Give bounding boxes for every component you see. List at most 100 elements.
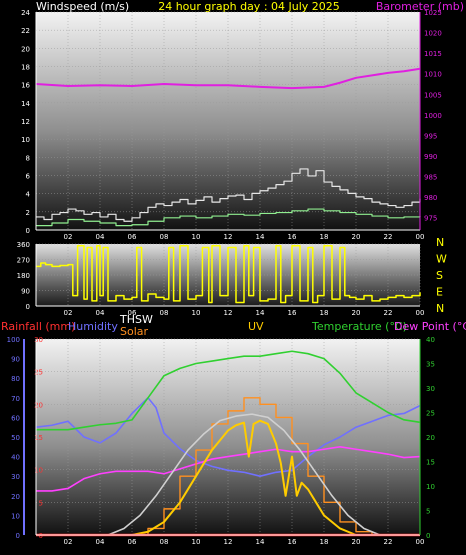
x-tick-label: 16 bbox=[288, 309, 297, 317]
x-tick-label: 08 bbox=[160, 538, 169, 546]
x-tick-label: 14 bbox=[256, 309, 265, 317]
x-tick-label: 22 bbox=[384, 538, 393, 546]
barometer-tick-label: 990 bbox=[424, 153, 437, 161]
barometer-tick-label: 1005 bbox=[424, 91, 442, 99]
y-tick-label: 8 bbox=[26, 154, 30, 162]
humidity-label: Humidity bbox=[68, 320, 118, 333]
barometer-tick-label: 995 bbox=[424, 132, 437, 140]
y-tick-label: 16 bbox=[21, 82, 30, 90]
humidity-tick-label: 80 bbox=[11, 375, 20, 383]
x-tick-label: 18 bbox=[320, 233, 329, 241]
humidity-tick-label: 20 bbox=[11, 493, 20, 501]
barometer-tick-label: 1015 bbox=[424, 50, 442, 58]
x-tick-label: 06 bbox=[128, 233, 137, 241]
y-tick-label: 5 bbox=[39, 499, 43, 507]
x-tick-label: 18 bbox=[320, 538, 329, 546]
x-tick-label: 04 bbox=[96, 538, 105, 546]
x-tick-label: 06 bbox=[128, 538, 137, 546]
x-tick-label: 08 bbox=[160, 309, 169, 317]
compass-tick-label: W bbox=[436, 253, 447, 266]
barometer-tick-label: 975 bbox=[424, 215, 437, 223]
wind-average-line bbox=[36, 208, 421, 227]
temperature-tick-label: 35 bbox=[426, 361, 435, 369]
compass-tick-label: S bbox=[436, 269, 443, 282]
solar-label: Solar bbox=[120, 325, 149, 338]
y-tick-label: 2 bbox=[26, 209, 30, 217]
barometer-tick-label: 980 bbox=[424, 194, 437, 202]
humidity-tick-label: 100 bbox=[7, 336, 20, 344]
y-tick-label: 25 bbox=[34, 369, 43, 377]
barometer-tick-label: 1000 bbox=[424, 112, 442, 120]
compass-tick-label: N bbox=[436, 236, 444, 249]
y-tick-label: 360 bbox=[17, 241, 30, 249]
temperature-tick-label: 40 bbox=[426, 336, 435, 344]
y-tick-label: 24 bbox=[21, 9, 30, 17]
windspeed-axis-label: Windspeed (m/s) bbox=[36, 0, 129, 13]
humidity-tick-label: 0 bbox=[16, 532, 20, 540]
barometer-line bbox=[35, 67, 421, 90]
x-tick-label: 04 bbox=[96, 233, 105, 241]
x-tick-label: 14 bbox=[256, 233, 265, 241]
x-tick-label: 12 bbox=[224, 309, 233, 317]
humidity-line bbox=[35, 397, 421, 477]
dewpoint-axis-label: Dew Point (°C) bbox=[394, 320, 466, 333]
y-tick-label: 180 bbox=[17, 272, 30, 280]
thsw-line bbox=[107, 413, 381, 536]
humidity-tick-label: 40 bbox=[11, 454, 20, 462]
compass-tick-label: N bbox=[436, 302, 444, 315]
y-tick-label: 0 bbox=[26, 227, 30, 235]
axis-lines bbox=[23, 12, 421, 536]
x-tick-label: 12 bbox=[224, 233, 233, 241]
x-tick-label: 18 bbox=[320, 309, 329, 317]
x-tick-label: 06 bbox=[128, 309, 137, 317]
x-tick-label: 22 bbox=[384, 309, 393, 317]
y-tick-label: 18 bbox=[21, 64, 30, 72]
temperature-tick-label: 10 bbox=[426, 483, 435, 491]
uv-line bbox=[131, 419, 357, 536]
y-tick-label: 12 bbox=[21, 118, 30, 126]
panel-2-series bbox=[36, 244, 421, 304]
panel-1-series bbox=[35, 67, 421, 227]
x-tick-label: 16 bbox=[288, 233, 297, 241]
x-tick-label: 00 bbox=[416, 309, 425, 317]
x-tick-label: 10 bbox=[192, 538, 201, 546]
humidity-tick-label: 70 bbox=[11, 395, 20, 403]
humidity-tick-label: 10 bbox=[11, 512, 20, 520]
temperature-tick-label: 5 bbox=[426, 508, 430, 516]
x-tick-label: 12 bbox=[224, 538, 233, 546]
axis-ticks: 02 04 06 08 10 12 14 16 18 20 22 000246810121416182… bbox=[7, 9, 447, 546]
barometer-axis-label: Barometer (mb) bbox=[376, 0, 464, 13]
dewpoint-line bbox=[36, 446, 421, 492]
x-tick-label: 20 bbox=[352, 538, 361, 546]
barometer-tick-label: 1025 bbox=[424, 9, 442, 17]
x-tick-label: 22 bbox=[384, 233, 393, 241]
x-tick-label: 14 bbox=[256, 538, 265, 546]
chart-title: 24 hour graph day : 04 July 2025 bbox=[158, 0, 340, 13]
x-tick-label: 08 bbox=[160, 233, 169, 241]
temperature-tick-label: 25 bbox=[426, 410, 435, 418]
x-tick-label: 02 bbox=[64, 538, 73, 546]
humidity-tick-label: 50 bbox=[11, 434, 20, 442]
y-tick-label: 20 bbox=[34, 401, 43, 409]
compass-tick-label: E bbox=[436, 286, 443, 299]
temperature-tick-label: 0 bbox=[426, 532, 430, 540]
rainfall-axis-label: Rainfall (mm) bbox=[1, 320, 75, 333]
barometer-tick-label: 1020 bbox=[424, 30, 442, 38]
wind-direction-line bbox=[36, 244, 421, 304]
x-tick-label: 20 bbox=[352, 309, 361, 317]
y-tick-label: 15 bbox=[34, 434, 43, 442]
y-tick-label: 10 bbox=[34, 467, 43, 475]
y-tick-label: 20 bbox=[21, 45, 30, 53]
uv-label: UV bbox=[248, 320, 264, 333]
x-tick-label: 20 bbox=[352, 233, 361, 241]
y-tick-label: 4 bbox=[26, 191, 31, 199]
x-tick-label: 02 bbox=[64, 233, 73, 241]
y-tick-label: 0 bbox=[39, 532, 43, 540]
x-tick-label: 04 bbox=[96, 309, 105, 317]
x-tick-label: 00 bbox=[416, 233, 425, 241]
y-tick-label: 14 bbox=[21, 100, 30, 108]
temperature-tick-label: 20 bbox=[426, 434, 435, 442]
thsw-label: THSW bbox=[119, 313, 153, 326]
wind-gust-line bbox=[36, 168, 421, 222]
